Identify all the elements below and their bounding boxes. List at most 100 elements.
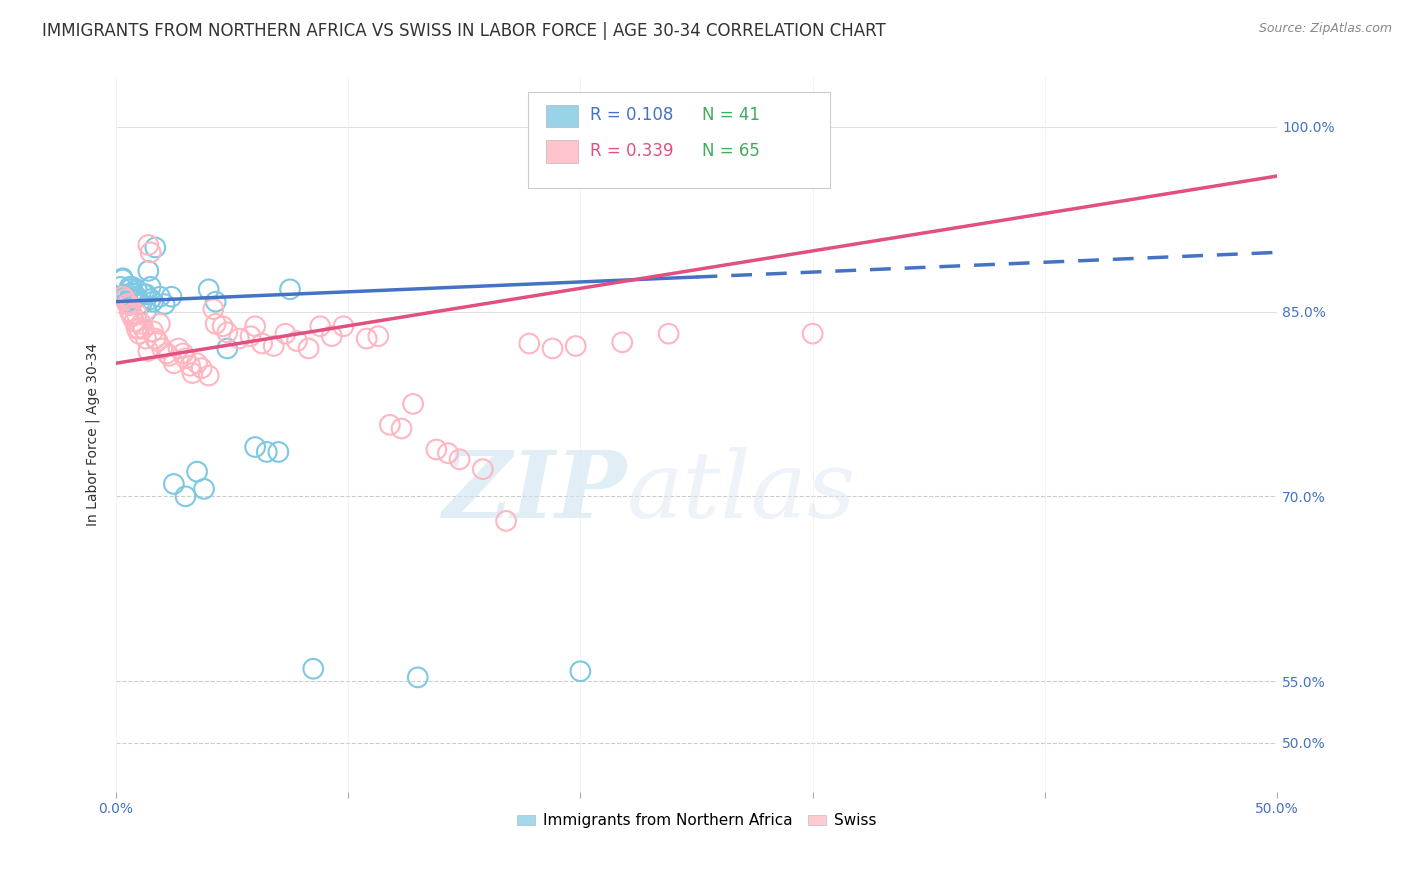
Point (402, 397, 425, 411)
Point (128, 326, 150, 341)
Point (118, 298, 141, 312)
Point (114, 292, 136, 306)
Point (801, 326, 824, 341)
Point (110, 280, 132, 294)
Point (118, 304, 141, 318)
Point (217, 342, 239, 356)
Point (136, 264, 159, 278)
Point (136, 343, 159, 358)
FancyBboxPatch shape (529, 92, 830, 188)
Point (172, 346, 194, 360)
Point (117, 297, 139, 311)
Point (186, 356, 208, 370)
Point (143, 240, 166, 254)
Point (139, 280, 162, 294)
Point (612, 335, 634, 350)
Point (517, 336, 540, 351)
Text: atlas: atlas (627, 447, 856, 537)
Point (163, 356, 186, 370)
Point (406, 670, 429, 684)
Point (128, 322, 150, 336)
Point (541, 342, 564, 356)
Point (197, 282, 219, 296)
Point (160, 290, 183, 304)
Point (111, 272, 134, 286)
Point (569, 665, 592, 679)
FancyBboxPatch shape (546, 140, 578, 163)
Point (437, 446, 460, 460)
Point (471, 462, 494, 476)
Point (136, 238, 159, 252)
Point (114, 290, 136, 304)
Point (146, 334, 169, 348)
Point (125, 282, 148, 296)
Point (121, 307, 143, 321)
Point (118, 282, 141, 296)
Text: R = 0.339: R = 0.339 (589, 142, 673, 160)
Point (117, 287, 139, 301)
Point (263, 339, 285, 353)
FancyBboxPatch shape (546, 104, 578, 128)
Point (132, 287, 155, 301)
Point (174, 351, 197, 366)
Point (125, 307, 148, 321)
Point (425, 442, 447, 457)
Point (256, 445, 278, 459)
Point (139, 245, 162, 260)
Point (267, 445, 290, 459)
Point (193, 482, 215, 496)
Point (135, 332, 157, 346)
Point (217, 326, 239, 340)
Point (204, 294, 226, 309)
Point (157, 349, 180, 363)
Point (163, 477, 186, 491)
Point (135, 287, 157, 301)
Text: IMMIGRANTS FROM NORTHERN AFRICA VS SWISS IN LABOR FORCE | AGE 30-34 CORRELATION : IMMIGRANTS FROM NORTHERN AFRICA VS SWISS… (42, 22, 886, 40)
Text: ZIP: ZIP (443, 447, 627, 537)
Point (124, 314, 146, 328)
Point (124, 287, 146, 301)
Point (302, 662, 325, 676)
Legend: Immigrants from Northern Africa, Swiss: Immigrants from Northern Africa, Swiss (510, 807, 883, 834)
Point (131, 317, 153, 331)
Point (495, 514, 517, 528)
Point (111, 271, 134, 285)
Point (332, 319, 354, 334)
Point (125, 322, 148, 336)
Point (117, 294, 139, 309)
Point (124, 292, 146, 306)
Point (132, 322, 155, 336)
Point (239, 329, 262, 343)
Point (121, 286, 143, 301)
Point (181, 366, 204, 380)
Point (179, 359, 201, 373)
Point (321, 329, 343, 343)
Point (139, 292, 162, 306)
Point (153, 297, 176, 311)
Point (658, 326, 681, 341)
Point (197, 368, 219, 383)
Point (449, 452, 471, 467)
Point (149, 290, 172, 304)
Point (142, 324, 165, 338)
Point (378, 417, 401, 432)
Point (111, 290, 134, 304)
Point (243, 440, 266, 454)
Text: Source: ZipAtlas.com: Source: ZipAtlas.com (1258, 22, 1392, 36)
Point (121, 280, 143, 294)
Text: R = 0.108: R = 0.108 (589, 106, 673, 124)
Point (167, 342, 190, 356)
Point (131, 297, 153, 311)
Point (125, 290, 148, 304)
Point (564, 339, 586, 353)
Point (243, 319, 266, 334)
Point (128, 297, 150, 311)
Point (174, 489, 197, 503)
Point (121, 310, 143, 324)
Point (204, 317, 226, 331)
Point (202, 301, 225, 316)
Point (391, 421, 413, 435)
Point (228, 332, 250, 346)
Text: N = 65: N = 65 (703, 142, 761, 160)
Point (250, 336, 273, 351)
